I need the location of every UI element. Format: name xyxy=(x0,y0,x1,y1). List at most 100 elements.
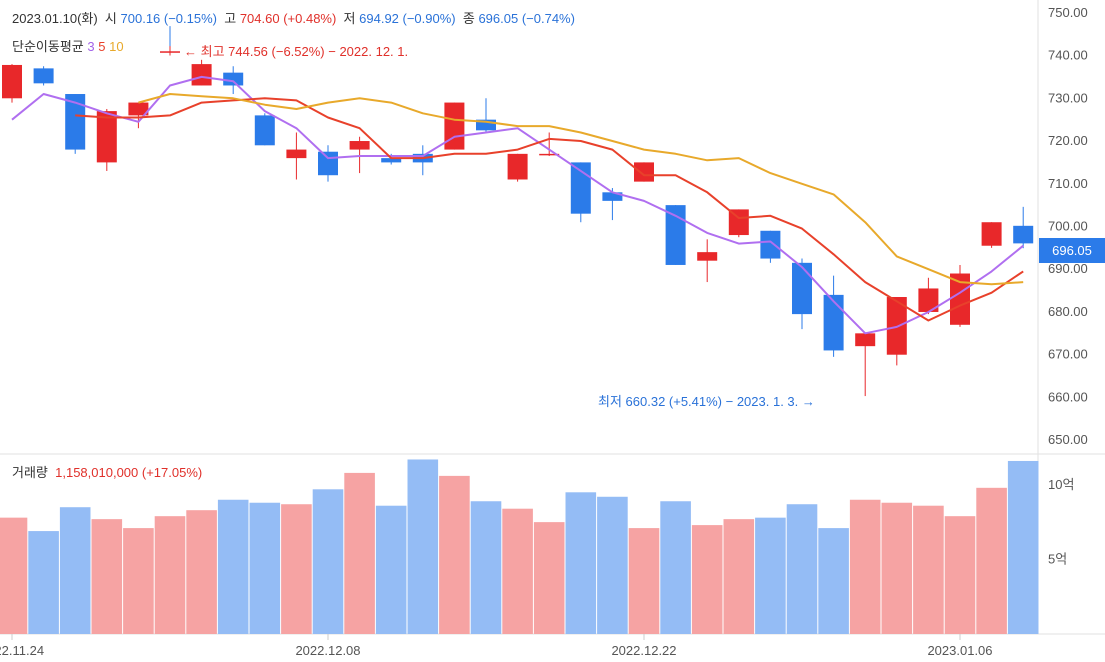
volume-bar xyxy=(344,472,375,634)
candle-body xyxy=(918,288,939,312)
open-value: 700.16 (−0.15%) xyxy=(120,11,217,26)
volume-bar xyxy=(976,487,1007,634)
volume-bar xyxy=(944,516,976,634)
volume-bar xyxy=(59,507,91,634)
volume-tick-label: 5억 xyxy=(1048,551,1067,566)
volume-bar xyxy=(28,531,59,634)
volume-bar xyxy=(439,475,470,634)
low-annotation: 최저 660.32 (+5.41%) − 2023. 1. 3. → xyxy=(598,394,815,409)
price-tick-label: 710.00 xyxy=(1048,176,1088,191)
ma10-legend: 10 xyxy=(109,39,124,54)
volume-bar xyxy=(628,528,660,634)
volume-bar xyxy=(881,502,913,634)
volume-bar xyxy=(660,501,691,634)
volume-bar xyxy=(565,492,597,634)
ma5-legend: 5 xyxy=(98,39,106,54)
high-annotation: ← 최고 744.56 (−6.52%) − 2022. 12. 1. xyxy=(184,44,409,59)
candle-body xyxy=(286,149,307,159)
date-tick-label: 2022.12.22 xyxy=(611,643,676,658)
volume-bar xyxy=(312,489,344,634)
volume-label: 거래량 xyxy=(12,465,48,480)
volume-tick-label: 10억 xyxy=(1048,477,1074,492)
price-tick-label: 670.00 xyxy=(1048,347,1088,362)
ma-legend[interactable]: 단순이동평균 3 5 10 xyxy=(12,36,124,55)
price-tick-label: 700.00 xyxy=(1048,219,1088,234)
open-label: 시 xyxy=(104,11,117,26)
candle-body xyxy=(254,115,275,146)
date-tick-label: 2022.12.08 xyxy=(295,643,360,658)
volume-bar xyxy=(755,517,786,634)
volume-bars xyxy=(0,459,1039,634)
price-tick-label: 660.00 xyxy=(1048,389,1088,404)
volume-bar xyxy=(723,519,755,634)
candle-body xyxy=(697,252,718,261)
candle-body xyxy=(191,64,212,86)
volume-axis-ticks: 10억 5억 xyxy=(1048,477,1074,567)
candle-body xyxy=(318,151,338,176)
close-label: 종 xyxy=(462,11,475,26)
candle-body xyxy=(2,64,22,99)
candle-body xyxy=(665,205,686,265)
volume-bar xyxy=(533,522,565,634)
low-value: 694.92 (−0.90%) xyxy=(359,11,456,26)
ma3-line xyxy=(11,75,1024,335)
close-value: 696.05 (−0.74%) xyxy=(478,11,575,26)
candle-body xyxy=(950,273,970,325)
ma10-line xyxy=(138,93,1024,286)
ma5-line xyxy=(75,97,1024,322)
current-price-tag: 696.05 xyxy=(1039,238,1105,263)
high-value: 704.60 (+0.48%) xyxy=(239,11,337,26)
volume-bar xyxy=(154,516,186,634)
date-axis-ticks: 2022.11.24 2022.12.08 2022.12.22 2023.01.06 xyxy=(0,634,993,658)
volume-bar xyxy=(0,517,28,634)
date-tick-label: 2022.11.24 xyxy=(0,643,44,658)
volume-bar xyxy=(470,501,502,634)
volume-bar xyxy=(217,499,249,634)
price-tick-label: 650.00 xyxy=(1048,432,1088,447)
volume-bar xyxy=(91,519,123,634)
candle-body xyxy=(792,262,812,315)
low-label: 저 xyxy=(343,11,356,26)
ma3-legend: 3 xyxy=(87,39,95,54)
high-label: 고 xyxy=(224,11,237,26)
volume-bar xyxy=(502,508,533,634)
candle-body xyxy=(96,111,117,163)
price-tick-label: 720.00 xyxy=(1048,133,1088,148)
volume-bar xyxy=(818,528,849,634)
volume-bar xyxy=(786,504,818,634)
date-tick-label: 2023.01.06 xyxy=(927,643,992,658)
price-tick-label: 750.00 xyxy=(1048,5,1088,20)
candle-body xyxy=(602,192,623,201)
candle-body xyxy=(539,153,560,156)
moving-average-lines xyxy=(11,75,1024,335)
candle-body xyxy=(65,94,86,150)
candle-body xyxy=(1013,225,1034,244)
price-tick-label: 680.00 xyxy=(1048,304,1088,319)
price-candles xyxy=(2,36,1034,397)
candle-body xyxy=(33,68,54,84)
volume-bar xyxy=(249,502,281,634)
price-tick-label: 740.00 xyxy=(1048,48,1088,63)
candle-body xyxy=(981,222,1002,246)
volume-bar xyxy=(597,496,628,634)
volume-bar xyxy=(849,499,881,634)
volume-bar xyxy=(123,528,154,634)
candle-body xyxy=(634,162,654,182)
candle-body xyxy=(349,141,370,150)
volume-bar xyxy=(1007,460,1039,634)
volume-header: 거래량 1,158,010,000 (+17.05%) xyxy=(12,462,202,481)
price-axis-ticks: 750.00 740.00 730.00 720.00 710.00 700.00 690.… xyxy=(1048,5,1088,447)
candle-body xyxy=(444,102,465,150)
price-tick-label: 730.00 xyxy=(1048,90,1088,105)
volume-bar xyxy=(281,504,312,634)
price-tick-label: 690.00 xyxy=(1048,261,1088,276)
candle-body xyxy=(728,209,749,236)
volume-bar xyxy=(691,525,723,634)
candle-body xyxy=(507,153,528,180)
ma-legend-label: 단순이동평균 xyxy=(12,39,84,54)
candle-body xyxy=(760,230,781,259)
volume-bar xyxy=(186,510,217,634)
candle-body xyxy=(855,333,876,347)
candle-body xyxy=(381,158,402,163)
